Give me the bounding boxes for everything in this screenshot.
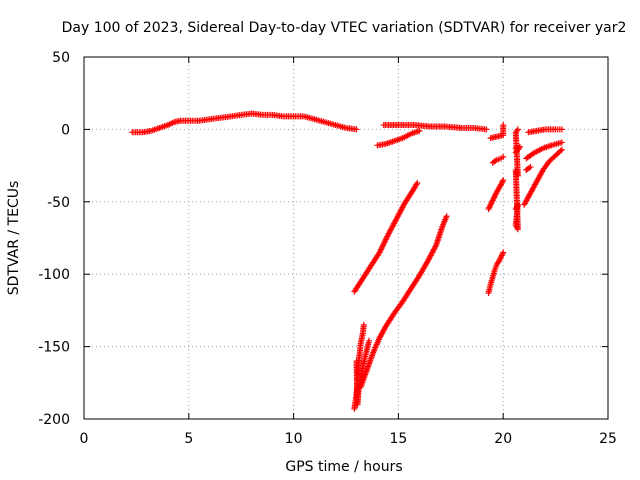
data-point	[399, 131, 413, 142]
data-point	[443, 213, 450, 220]
series-arc-late-j	[523, 164, 534, 173]
data-point	[401, 188, 416, 207]
data-point	[527, 164, 534, 171]
data-point	[366, 337, 373, 344]
x-axis-label: GPS time / hours	[285, 459, 402, 475]
series-arc-steep-a	[351, 179, 421, 295]
series-arc-short-dip	[374, 127, 423, 149]
data-point	[351, 276, 365, 295]
series-arc-late-i	[525, 126, 565, 136]
data-point	[370, 336, 382, 356]
x-tick-label: 10	[285, 431, 303, 447]
data-point	[483, 126, 490, 133]
data-point	[439, 214, 449, 230]
series-arc-late-d	[487, 122, 507, 142]
data-point	[500, 177, 507, 184]
data-point	[500, 153, 507, 160]
data-point	[552, 126, 563, 133]
data-point	[391, 300, 405, 317]
data-point	[399, 287, 414, 305]
plot-frame	[83, 56, 609, 420]
data-point	[558, 146, 565, 153]
data-point	[485, 198, 496, 213]
x-tick-label: 20	[494, 431, 512, 447]
series-arc-dense-tail	[353, 337, 373, 408]
y-tick-label: -100	[38, 267, 70, 283]
data-point	[416, 259, 430, 279]
data-point	[527, 179, 539, 197]
x-tick-label: 0	[80, 431, 89, 447]
data-point	[512, 166, 521, 177]
data-point	[512, 127, 520, 136]
data-point	[363, 350, 376, 373]
x-tick-label: 15	[389, 431, 407, 447]
data-point	[500, 249, 507, 256]
data-point	[491, 262, 500, 273]
data-point	[424, 243, 439, 265]
data-point	[353, 126, 360, 133]
y-tick-label: -50	[47, 195, 70, 211]
data-point	[359, 263, 374, 282]
data-point	[493, 259, 501, 268]
data-point	[393, 201, 407, 223]
y-tick-label: -150	[38, 340, 70, 356]
data-point	[498, 178, 506, 188]
data-point	[368, 250, 382, 269]
data-point	[521, 191, 533, 208]
y-tick-label: 50	[52, 50, 70, 66]
data-point	[164, 119, 176, 129]
axis-ticks: 0 5 10 15 20 25 -200 -150 -100 -50 0 50	[38, 50, 617, 447]
data-point	[533, 168, 546, 185]
data-point	[489, 157, 499, 166]
data-point	[498, 250, 506, 260]
data-point	[523, 150, 537, 162]
data-point	[493, 156, 503, 163]
series-arc-late-a	[485, 249, 507, 297]
data-point	[489, 190, 500, 204]
data-point	[441, 123, 463, 131]
data-point	[433, 224, 445, 249]
series-arc-late-f	[512, 126, 521, 233]
data-point	[384, 217, 399, 239]
data-point	[493, 182, 504, 195]
data-point	[416, 127, 423, 134]
x-tick-label: 25	[599, 431, 617, 447]
data-point	[558, 139, 565, 146]
data-point	[531, 146, 545, 156]
data-point	[382, 311, 397, 330]
series-arc-late-c	[489, 153, 507, 166]
series-arc-late-g	[521, 146, 565, 208]
x-tick-label: 5	[184, 431, 193, 447]
y-tick-label: -200	[38, 412, 70, 428]
data-point	[395, 122, 417, 129]
data-point	[523, 165, 533, 173]
data-point	[376, 324, 389, 341]
data-point	[414, 179, 421, 186]
y-axis-label: SDTVAR / TECUs	[6, 181, 22, 296]
series-arc-main-early	[129, 110, 360, 136]
data-point	[512, 130, 521, 179]
data-point	[360, 321, 367, 328]
data-point	[546, 153, 558, 165]
data-point	[410, 181, 420, 194]
data-point	[558, 126, 565, 133]
series-arc-late-h	[523, 139, 565, 162]
data-point	[540, 159, 552, 173]
data-point	[496, 255, 504, 265]
series-arc-main-late	[380, 122, 490, 133]
data-point	[407, 274, 422, 292]
data-point	[376, 233, 391, 256]
y-tick-label: 0	[61, 122, 70, 138]
data-point	[552, 147, 564, 159]
data-point	[512, 168, 521, 233]
data-points	[129, 110, 565, 412]
data-point	[500, 122, 507, 129]
chart-title: Day 100 of 2023, Sidereal Day-to-day VTE…	[62, 20, 627, 36]
data-point	[514, 126, 521, 133]
series-arc-late-b	[485, 177, 507, 213]
